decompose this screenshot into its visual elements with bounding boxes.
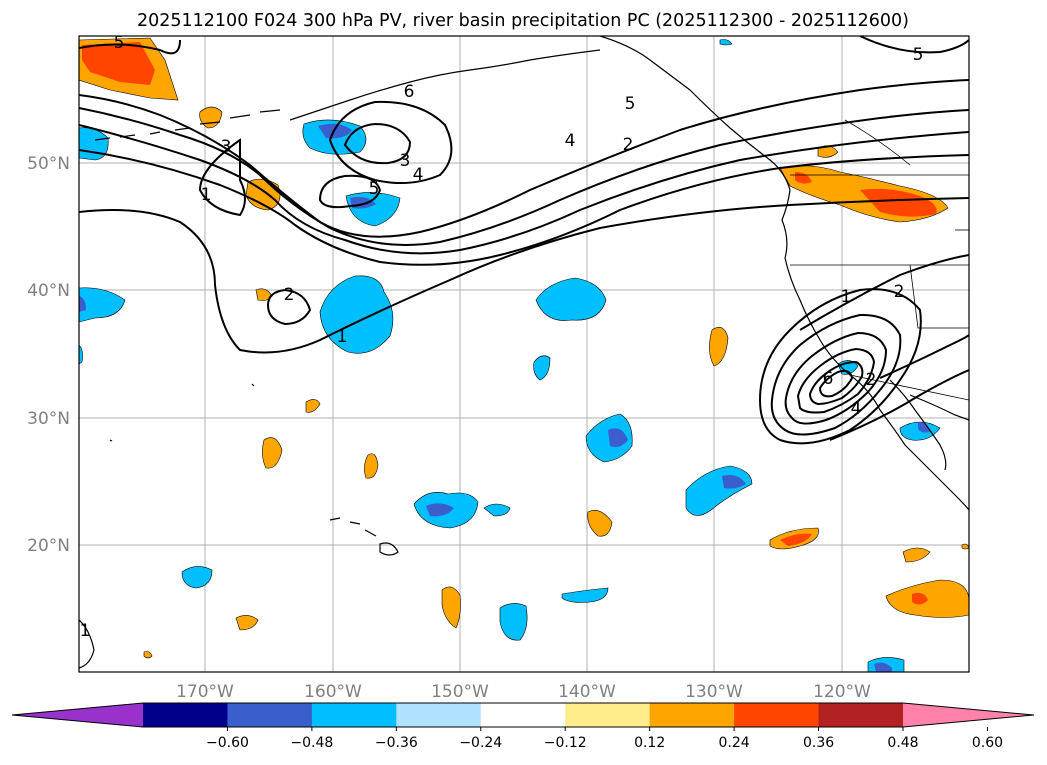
contour-label: 5 [913, 45, 924, 65]
colorbar-bin [311, 703, 397, 727]
colorbar-extend-max [903, 703, 1034, 727]
contour-label: 3 [400, 151, 411, 171]
map-frame [78, 35, 970, 673]
contour-label: 5 [625, 94, 636, 114]
lat-label: 20°N [27, 536, 70, 556]
lon-label: 140°W [558, 682, 616, 702]
colorbar-tick-label: 0.36 [803, 735, 834, 751]
contour-label: 4 [565, 131, 576, 151]
lat-label: 30°N [27, 409, 70, 429]
longitude-labels: 170°W 160°W 150°W 140°W 130°W 120°W [176, 682, 871, 702]
colorbar-extend-min [12, 703, 143, 727]
contour-label: 4 [413, 165, 424, 185]
colorbar-bin [480, 703, 566, 727]
contour-label: 2 [894, 282, 905, 302]
contour-labels: 5 6 5 5 3 4 2 3 4 5 1 2 1 1 2 6 4 2 1 [80, 33, 924, 641]
contour-label: 5 [114, 33, 125, 53]
colorbar-tick-label: 0.24 [719, 735, 750, 751]
colorbar-bin [818, 703, 904, 727]
chart-title: 2025112100 F024 300 hPa PV, river basin … [137, 11, 909, 31]
lat-label: 50°N [27, 154, 70, 174]
colorbar-tick-label: −0.60 [206, 735, 249, 751]
colorbar-bin [734, 703, 820, 727]
coastlines [79, 36, 969, 669]
colorbar-bin [396, 703, 482, 727]
precip-positive-areas [79, 37, 969, 659]
colorbar-tick-label: −0.36 [375, 735, 418, 751]
colorbar-tick-label: 0.60 [972, 735, 1003, 751]
map-panel: 5 6 5 5 3 4 2 3 4 5 1 2 1 1 2 6 4 2 1 [78, 33, 970, 673]
lat-label: 40°N [27, 281, 70, 301]
latitude-labels: 50°N 40°N 30°N 20°N [27, 154, 70, 556]
colorbar-tick-label: 0.48 [887, 735, 918, 751]
contour-label: 1 [201, 185, 212, 205]
pv-contours [79, 36, 969, 445]
contour-label: 6 [823, 369, 834, 389]
colorbar-tick-label: −0.12 [544, 735, 587, 751]
lon-label: 130°W [685, 682, 743, 702]
contour-label: 4 [851, 399, 862, 419]
lon-label: 120°W [813, 682, 871, 702]
lon-label: 150°W [431, 682, 489, 702]
colorbar-tick-label: −0.48 [290, 735, 333, 751]
contour-label: 3 [221, 137, 232, 157]
colorbar-bin [143, 703, 228, 727]
contour-label: 5 [369, 179, 380, 199]
colorbar: −0.60 −0.48 −0.36 −0.24 −0.12 0.12 0.24 0.36 0.4… [11, 702, 1035, 751]
contour-label: 2 [623, 135, 634, 155]
lon-label: 170°W [176, 682, 234, 702]
colorbar-bin [649, 703, 735, 727]
contour-label: 6 [404, 82, 415, 102]
lon-label: 160°W [304, 682, 362, 702]
colorbar-tick-label: −0.24 [459, 735, 502, 751]
colorbar-tick-label: 0.12 [634, 735, 665, 751]
contour-label: 1 [80, 621, 91, 641]
contour-label: 1 [841, 287, 852, 307]
contour-label: 2 [866, 370, 877, 390]
colorbar-outline [11, 702, 1035, 728]
contour-label: 2 [284, 285, 295, 305]
colorbar-bin [227, 703, 313, 727]
map-background [79, 36, 969, 672]
contour-label: 1 [337, 327, 348, 347]
colorbar-bin [565, 703, 651, 727]
borders [790, 119, 969, 401]
